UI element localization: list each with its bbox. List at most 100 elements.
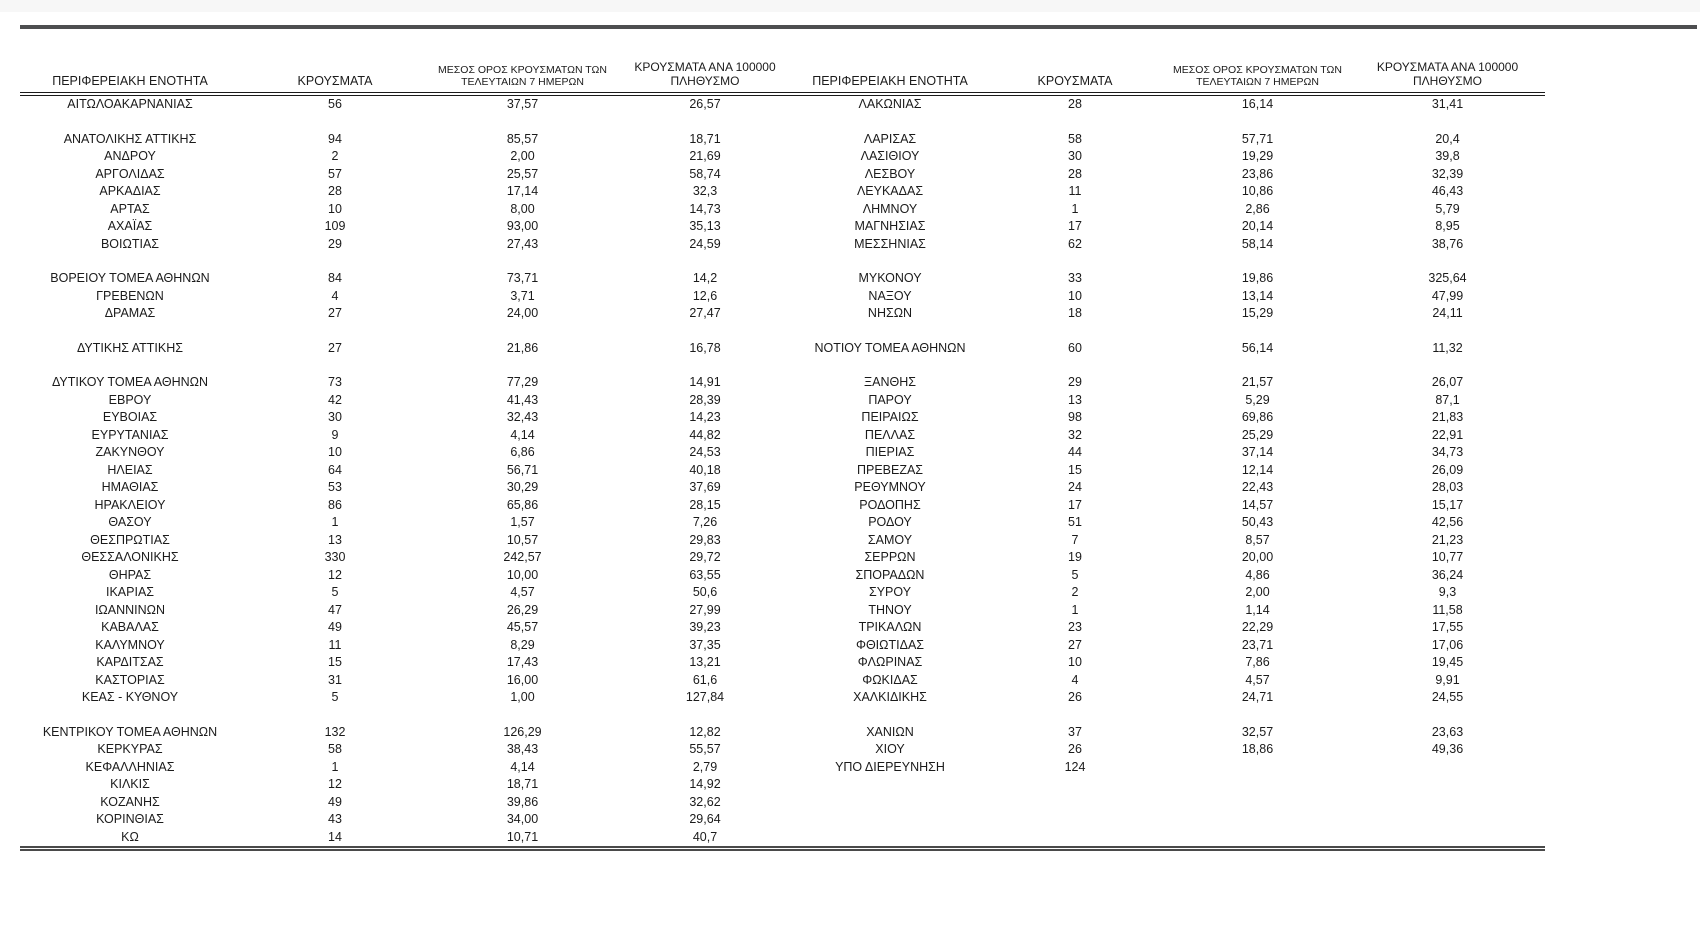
value-cell: 28,15: [689, 497, 721, 512]
value-cell: 10,71: [506, 829, 539, 844]
value-cell: [1165, 759, 1350, 777]
value-cell: 5,29: [1245, 392, 1270, 407]
value-cell: 14,73: [689, 201, 721, 216]
table-row: ΙΚΑΡΙΑΣ 5 4,57 50,6 ΣΥΡΟΥ 2 2,00 9,3: [20, 584, 1545, 602]
region-cell: ΚΑΡΔΙΤΣΑΣ: [96, 655, 164, 669]
value-cell: 58,14: [1241, 236, 1274, 251]
table-header: ΠΕΡΙΦΕΡΕΙΑΚΗ ΕΝΟΤΗΤΑ ΚΡΟΥΣΜΑΤΑ ΜΕΣΟΣ ΟΡΟ…: [20, 46, 1545, 96]
value-cell: 9,91: [1435, 672, 1460, 687]
table-row: ΒΟΙΩΤΙΑΣ 29 27,43 24,59 ΜΕΣΣΗΝΙΑΣ 62 58,14 38,7…: [20, 236, 1545, 254]
value-cell: 20,4: [1435, 131, 1460, 146]
value-cell: [1350, 794, 1545, 812]
value-cell: 57: [328, 166, 342, 181]
value-cell: 11,58: [1432, 602, 1463, 617]
region-cell: ΑΧΑΪΑΣ: [107, 219, 153, 233]
value-cell: 24,71: [1241, 690, 1274, 704]
region-cell: ΕΥΒΟΙΑΣ: [102, 410, 158, 424]
table-row: ΚΑΛΥΜΝΟΥ 11 8,29 37,35 ΦΘΙΩΤΙΔΑΣ 27 23,71 17,06: [20, 637, 1545, 655]
value-cell: 27: [328, 306, 342, 320]
value-cell: 15: [328, 655, 342, 669]
value-cell: 10,57: [506, 532, 539, 547]
table-row: ΗΜΑΘΙΑΣ 53 30,29 37,69 ΡΕΘΥΜΝΟΥ 24 22,43 28,03: [20, 479, 1545, 497]
region-cell: [795, 794, 985, 812]
value-cell: 55,57: [689, 742, 721, 756]
value-cell: 69,86: [1241, 410, 1274, 424]
value-cell: 64: [328, 462, 342, 477]
value-cell: 7,86: [1245, 655, 1270, 669]
value-cell: 2: [1071, 585, 1079, 599]
value-cell: [1350, 811, 1545, 829]
value-cell: 51: [1068, 515, 1082, 529]
value-cell: 27,99: [689, 602, 721, 617]
value-cell: 10: [328, 201, 342, 216]
value-cell: 73,71: [506, 271, 539, 285]
region-cell: ΚΕΦΑΛΛΗΝΙΑΣ: [85, 759, 175, 774]
value-cell: [1350, 829, 1545, 849]
region-cell: ΚΑΛΥΜΝΟΥ: [95, 637, 165, 652]
value-cell: 47,99: [1431, 288, 1464, 303]
value-cell: 42: [328, 392, 342, 407]
table-row: ΘΗΡΑΣ 12 10,00 63,55 ΣΠΟΡΑΔΩΝ 5 4,86 36,24: [20, 567, 1545, 585]
value-cell: 26,09: [1431, 462, 1464, 477]
region-cell: ΑΡΓΟΛΙΔΑΣ: [95, 166, 165, 181]
value-cell: 12: [328, 567, 342, 582]
value-cell: 11: [1068, 184, 1082, 198]
region-cell: ΑΡΤΑΣ: [110, 201, 150, 216]
region-cell: ΕΥΡΥΤΑΝΙΑΣ: [91, 427, 169, 442]
region-cell: ΛΕΣΒΟΥ: [864, 166, 916, 181]
value-cell: 126,29: [503, 724, 542, 739]
value-cell: 23: [1068, 620, 1082, 634]
table-row: ΓΡΕΒΕΝΩΝ 4 3,71 12,6 ΝΑΞΟΥ 10 13,14 47,99: [20, 288, 1545, 306]
value-cell: 65,86: [506, 497, 539, 512]
region-cell: ΚΙΛΚΙΣ: [110, 777, 150, 791]
value-cell: 13,21: [689, 655, 721, 669]
value-cell: 4,14: [510, 759, 535, 774]
value-cell: 32: [1068, 427, 1082, 442]
data-table: ΠΕΡΙΦΕΡΕΙΑΚΗ ΕΝΟΤΗΤΑ ΚΡΟΥΣΜΑΤΑ ΜΕΣΟΣ ΟΡΟ…: [20, 46, 1545, 851]
value-cell: 30: [328, 410, 342, 424]
value-cell: 18,71: [689, 131, 721, 146]
value-cell: 29,72: [689, 550, 721, 564]
value-cell: 29,83: [689, 532, 721, 547]
value-cell: 17: [1068, 497, 1082, 512]
table-row: ΚΕΑΣ - ΚΥΘΝΟΥ 5 1,00 127,84 ΧΑΛΚΙΔΙΚΗΣ 26 24,7…: [20, 689, 1545, 707]
spacer-row: [20, 253, 1545, 270]
value-cell: 4,57: [510, 585, 535, 599]
region-cell: ΛΗΜΝΟΥ: [862, 201, 918, 216]
value-cell: 19,45: [1431, 655, 1464, 669]
value-cell: 5,79: [1435, 201, 1460, 216]
value-cell: 32,62: [689, 794, 721, 809]
value-cell: 17,14: [506, 184, 539, 198]
value-cell: 50,43: [1241, 515, 1274, 529]
table-row: ΚΟΖΑΝΗΣ 49 39,86 32,62: [20, 794, 1545, 812]
region-cell: ΔΡΑΜΑΣ: [104, 306, 156, 320]
value-cell: 10: [1068, 288, 1082, 303]
value-cell: [1350, 759, 1545, 777]
value-cell: 5: [331, 585, 339, 599]
value-cell: 24,11: [1432, 306, 1463, 320]
table-row: ΚΑΒΑΛΑΣ 49 45,57 39,23 ΤΡΙΚΑΛΩΝ 23 22,29 17,55: [20, 619, 1545, 637]
value-cell: 98: [1068, 410, 1082, 424]
value-cell: 29,64: [689, 812, 721, 826]
value-cell: 4: [331, 288, 339, 303]
table-row: ΔΡΑΜΑΣ 27 24,00 27,47 ΝΗΣΩΝ 18 15,29 24,11: [20, 305, 1545, 323]
region-cell: ΑΙΤΩΛΟΑΚΑΡΝΑΝΙΑΣ: [67, 97, 193, 111]
value-cell: 87,1: [1435, 392, 1460, 407]
value-cell: 1: [1071, 201, 1079, 216]
value-cell: 56: [328, 97, 342, 111]
region-cell: ΚΟΖΑΝΗΣ: [100, 794, 160, 809]
value-cell: 26: [1068, 690, 1082, 704]
value-cell: 19,29: [1241, 149, 1274, 163]
region-cell: ΙΩΑΝΝΙΝΩΝ: [94, 602, 166, 617]
value-cell: 10,77: [1431, 550, 1464, 564]
value-cell: 26,29: [506, 602, 539, 617]
value-cell: 22,29: [1241, 620, 1274, 634]
value-cell: 12: [328, 777, 342, 791]
table-row: ΒΟΡΕΙΟΥ ΤΟΜΕΑ ΑΘΗΝΩΝ 84 73,71 14,2 ΜΥΚΟΝΟΥ 33…: [20, 270, 1545, 288]
value-cell: 15: [1068, 462, 1082, 477]
value-cell: 325,64: [1428, 271, 1467, 285]
value-cell: [1165, 776, 1350, 794]
region-cell: ΧΑΛΚΙΔΙΚΗΣ: [853, 690, 927, 704]
value-cell: 39,8: [1435, 149, 1460, 163]
table-row: ΘΕΣΠΡΩΤΙΑΣ 13 10,57 29,83 ΣΑΜΟΥ 7 8,57 21,23: [20, 532, 1545, 550]
